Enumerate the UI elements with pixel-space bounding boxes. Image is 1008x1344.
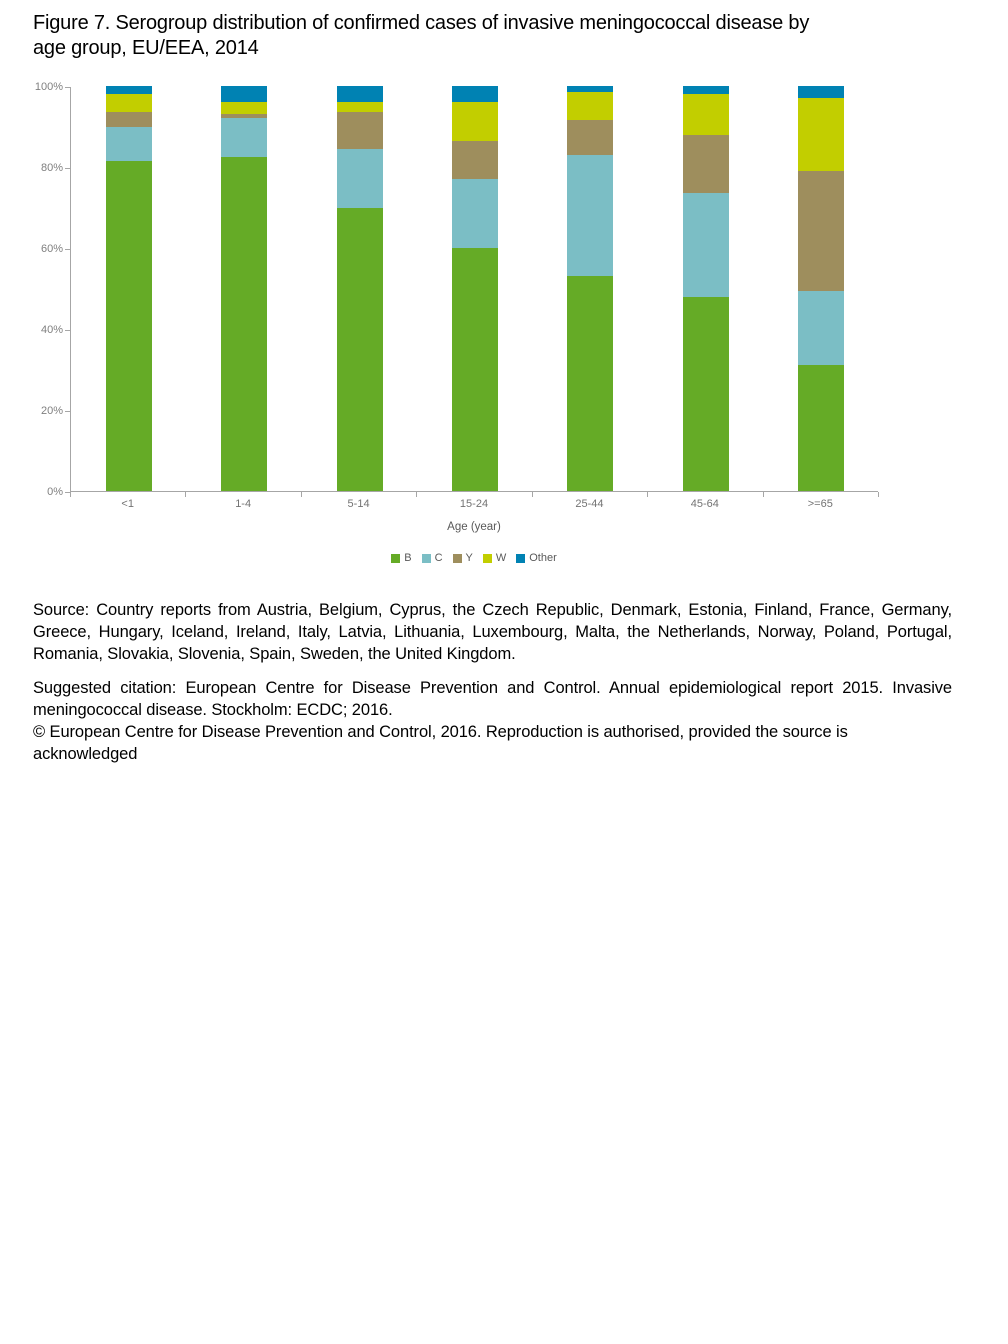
y-tick-mark <box>65 167 70 169</box>
bar-segment-C <box>221 118 268 157</box>
bar-segment-Other <box>105 86 152 95</box>
legend-item-Other: Other <box>516 553 557 564</box>
citation-block: Suggested citation: European Centre for … <box>33 677 952 765</box>
legend-label: C <box>434 552 443 564</box>
suggested-citation: Suggested citation: European Centre for … <box>33 679 952 719</box>
bar-segment-C <box>567 154 614 277</box>
legend-item-B: B <box>391 552 412 564</box>
x-tick-mark <box>185 492 186 497</box>
legend-swatch-icon <box>516 554 526 563</box>
y-tick-label: 100% <box>34 80 63 93</box>
bar-segment-W <box>682 94 729 135</box>
legend-swatch-icon <box>421 554 431 563</box>
bar-segment-C <box>682 193 729 297</box>
bar-segment-B <box>682 296 729 491</box>
bar-segment-C <box>452 179 498 248</box>
x-axis-title: Age (year) <box>447 521 501 533</box>
y-tick-mark <box>65 329 70 331</box>
figure-title-line2: age group, EU/EEA, 2014 <box>33 37 259 59</box>
x-tick-mark <box>416 492 417 497</box>
bar-segment-B <box>798 365 845 491</box>
source-note: Source: Country reports from Austria, Be… <box>33 601 952 663</box>
y-tick-mark <box>65 410 70 412</box>
bar-segment-W <box>452 102 498 141</box>
bar-segment-Y <box>105 112 152 127</box>
bar-column-5-14 <box>336 86 383 491</box>
bar-segment-B <box>105 160 152 491</box>
chart-legend: B C Y W Other <box>70 553 878 564</box>
y-tick-mark <box>65 248 70 250</box>
bar-segment-B <box>567 276 614 491</box>
bar-segment-C <box>336 148 383 208</box>
stacked-bar-chart: 0% 20% 40% 60% 80% 100% <1 1-4 5-14 15-24 25-44 45… <box>0 0 1008 580</box>
bar-column-1-4 <box>221 86 268 491</box>
bar-segment-W <box>798 98 845 172</box>
legend-label: B <box>404 552 412 564</box>
legend-swatch-icon <box>391 554 401 563</box>
x-tick-mark <box>763 492 764 497</box>
bar-column-45-64 <box>682 86 729 491</box>
legend-item-Y: Y <box>452 552 473 564</box>
plot-area: 0% 20% 40% 60% 80% 100% <box>35 81 879 497</box>
x-tick-mark <box>647 492 648 497</box>
legend-label: Y <box>465 552 473 564</box>
y-tick-mark <box>65 86 70 88</box>
bar-segment-Y <box>452 140 498 180</box>
bar-segment-Other <box>798 86 845 99</box>
x-tick-label: <1 <box>121 498 134 510</box>
legend-item-C: C <box>421 552 443 564</box>
bar-segment-Other <box>682 86 729 95</box>
bar-segment-W <box>221 102 268 115</box>
figure-title: Figure 7. Serogroup distribution of conf… <box>33 11 933 61</box>
x-tick-mark <box>532 492 533 497</box>
legend-item-W: W <box>482 552 507 564</box>
bar-segment-W <box>567 92 614 121</box>
bar-segment-B <box>452 248 498 491</box>
x-tick-label: 25-44 <box>575 498 604 510</box>
bar-segment-Other <box>336 86 383 103</box>
bar-segment-Other <box>567 86 614 93</box>
legend-swatch-icon <box>482 554 492 563</box>
bar-segment-B <box>336 207 383 491</box>
bar-segment-C <box>105 126 152 161</box>
bar-segment-Y <box>682 134 729 194</box>
bar-segment-W <box>336 102 383 113</box>
y-tick-label: 40% <box>40 323 63 336</box>
bar-segment-Y <box>798 171 845 291</box>
bar-segment-C <box>798 290 845 366</box>
x-tick-label: 15-24 <box>459 498 489 510</box>
bar-column-15-24 <box>452 86 498 491</box>
x-tick-mark <box>301 492 302 497</box>
y-tick-label: 20% <box>40 404 63 417</box>
x-tick-label: >=65 <box>807 498 833 510</box>
bar-segment-B <box>221 156 268 491</box>
legend-label: W <box>495 552 507 564</box>
x-tick-mark <box>878 492 879 497</box>
copyright-line: © European Centre for Disease Prevention… <box>33 723 848 763</box>
bar-segment-W <box>105 94 152 113</box>
x-tick-label: 45-64 <box>690 498 719 510</box>
y-tick-mark <box>65 492 70 493</box>
legend-swatch-icon <box>452 554 462 563</box>
bar-column->=65 <box>798 86 845 491</box>
bar-segment-Other <box>452 86 498 103</box>
bar-segment-Y <box>336 112 383 149</box>
figure-title-line1: Figure 7. Serogroup distribution of conf… <box>33 12 810 34</box>
x-axis-labels: <1 1-4 5-14 15-24 25-44 45-64 >=65 <box>70 498 878 512</box>
legend-label: Other <box>529 552 557 564</box>
x-tick-mark <box>70 492 71 497</box>
bar-segment-Y <box>567 120 614 155</box>
y-tick-label: 0% <box>47 485 63 498</box>
bar-column-<1 <box>105 86 152 491</box>
y-tick-label: 80% <box>40 161 63 174</box>
bar-column-25-44 <box>567 86 614 491</box>
bar-segment-Other <box>221 86 268 103</box>
x-tick-label: 1-4 <box>235 498 252 510</box>
bar-segment-Y <box>221 114 268 119</box>
x-tick-label: 5-14 <box>347 498 370 510</box>
y-tick-label: 60% <box>40 242 63 255</box>
